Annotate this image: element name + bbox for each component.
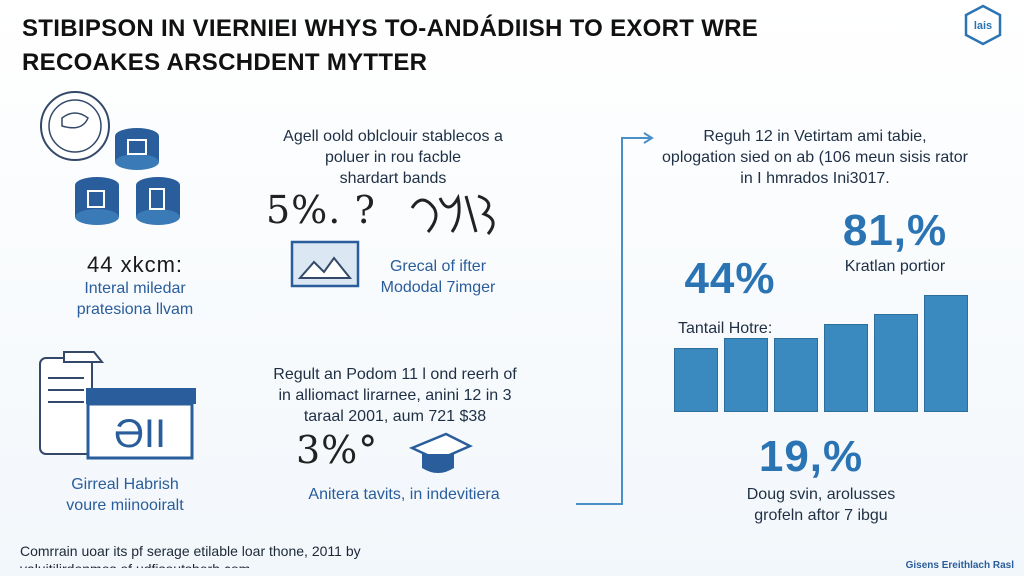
- stat-c-value: 19,%: [758, 432, 864, 481]
- right-intro-2: oplogation sied on ab (106 meun sisis ra…: [662, 149, 968, 166]
- footer-line-1: Comrrain uoar its pf serage etilable loa…: [20, 543, 361, 559]
- left-caption2-1: Girreal Habrish: [71, 476, 179, 493]
- building-icon: ƏII: [39, 351, 196, 460]
- left-stat: 44 xkcm:: [86, 252, 184, 277]
- logo-text: lais: [974, 20, 992, 32]
- bar-1: [674, 347, 718, 412]
- right-intro-3: in I hmrados Ini3017.: [740, 170, 890, 187]
- bar-5: [874, 314, 918, 412]
- middle-top-line-2: poluer in rou facble: [324, 149, 462, 166]
- building-text: ƏII: [114, 412, 166, 456]
- middle-top-line-1: Agell oold oblclouir stablecos a: [283, 128, 503, 145]
- middle-bottom-caption: Anitera tavits, in indevitiera: [308, 486, 500, 503]
- right-intro-1: Reguh 12 in Vetirtam ami tabie,: [703, 128, 927, 145]
- bar-6: [924, 294, 968, 412]
- logo[interactable]: lais: [962, 4, 1004, 46]
- building-illustration: ƏII: [36, 344, 206, 464]
- left-caption2-2: voure miinooiralt: [66, 497, 184, 514]
- middle-mid-line-1: Regult an Podom 11 l ond reerh of: [273, 366, 517, 383]
- page-title: STIBIPSON IN VIERNIEI WHYS TO-ANDÁDIISH …: [22, 12, 922, 80]
- hexagon-logo-icon: lais: [964, 4, 1002, 46]
- middle-top-line-3: shardart bands: [339, 170, 447, 187]
- stat-b-label: Tantail Hotre:: [678, 320, 773, 337]
- bar-2: [724, 338, 768, 412]
- stat-a-value: 81,%: [842, 206, 948, 255]
- handwriting-icon: [410, 193, 495, 235]
- stat-c-label-1: Doug svin, arolusses: [746, 486, 896, 503]
- scribble-row-2: 3%°: [296, 428, 516, 478]
- scribble-2: 3%°: [296, 428, 379, 472]
- mountain-frame-icon: [290, 240, 360, 288]
- title-line-1: STIBIPSON IN VIERNIEI WHYS TO-ANDÁDIISH …: [22, 15, 759, 42]
- middle-mid-line-3: taraal 2001, aum 721 $38: [303, 408, 487, 425]
- chart-frame-illustration: [290, 240, 360, 288]
- stat-c-label-2: grofeln aftor 7 ibgu: [754, 507, 888, 524]
- stat-a-label: Kratlan portior: [844, 258, 946, 275]
- bar-3: [774, 338, 818, 412]
- scribble-1: 5%. ?: [266, 188, 376, 232]
- footer-credit: Comrrain uoar its pf serage etilable loa…: [20, 542, 361, 568]
- middle-mid-line-2: in alliomact lirarnee, anini 12 in 3: [278, 387, 512, 404]
- footer-brand[interactable]: Gisens Ereithlach Rasl: [905, 560, 1014, 571]
- coins-icon: [40, 91, 180, 225]
- stat-b-value: 44%: [684, 254, 776, 303]
- graduation-cap-icon: [408, 432, 473, 473]
- connector-arrow-icon: [576, 132, 654, 505]
- left-caption-1: Interal miledar: [84, 280, 186, 297]
- bar-4: [824, 323, 868, 412]
- middle-caption-2: Mododal 7imger: [380, 279, 496, 296]
- middle-caption-1: Grecal of ifter: [389, 258, 487, 275]
- bar-chart: [674, 290, 968, 412]
- left-caption-2: pratesiona llvam: [76, 301, 194, 318]
- scribble-row-1: 5%. ?: [266, 188, 516, 238]
- footer-line-2: valuitilirdonmos of udfisoutsherh.com: [20, 560, 361, 568]
- coins-seal-illustration: [30, 88, 200, 248]
- title-line-2: RECOAKES ARSCHDENT MYTTER: [22, 49, 428, 76]
